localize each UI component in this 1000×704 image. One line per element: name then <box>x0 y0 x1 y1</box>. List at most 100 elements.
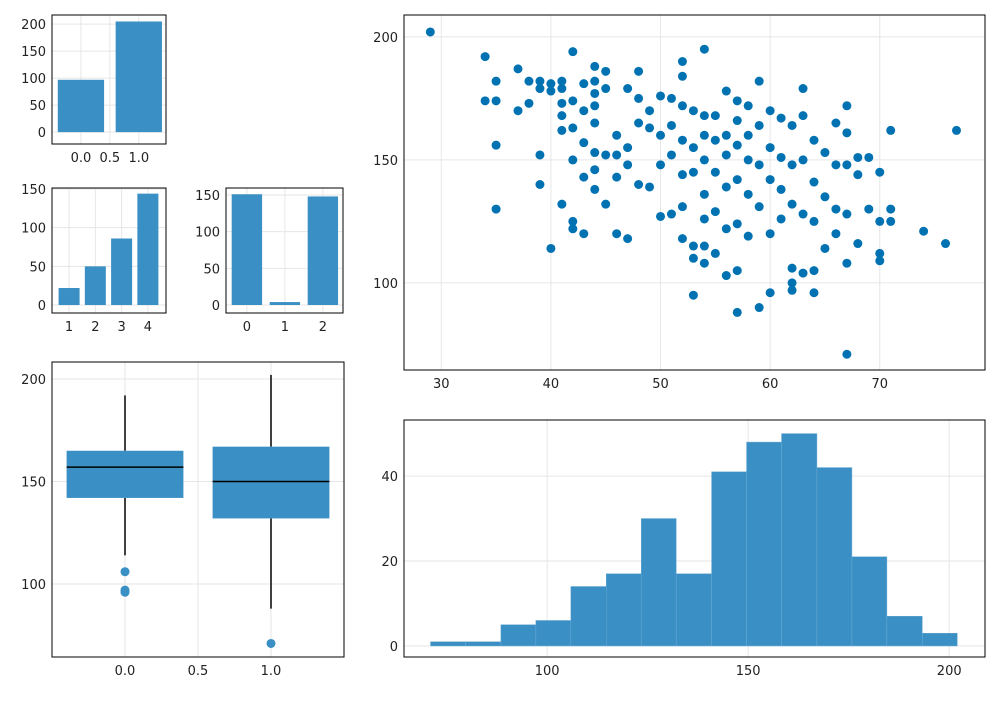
scatter-point <box>743 130 753 140</box>
scatter-point <box>634 66 644 76</box>
scatter-point <box>853 239 863 249</box>
y-tick-label: 20 <box>381 555 398 570</box>
scatter-point <box>787 160 797 170</box>
scatter-point <box>677 71 687 81</box>
scatter-point <box>820 148 830 158</box>
bar <box>137 193 159 306</box>
scatter-point <box>590 76 600 86</box>
scatter-point <box>546 86 556 96</box>
y-tick-label: 100 <box>21 578 46 593</box>
scatter-point <box>557 111 567 121</box>
y-tick-label: 150 <box>21 183 46 198</box>
scatter-point <box>480 96 490 106</box>
scatter-point <box>809 288 819 298</box>
scatter-point <box>754 120 764 130</box>
scatter-point <box>590 101 600 111</box>
scatter-point <box>853 152 863 162</box>
x-tick-label: 0.0 <box>71 151 92 166</box>
axis-frame <box>403 419 986 658</box>
scatter-point <box>688 167 698 177</box>
outlier <box>120 587 130 597</box>
scatter-point <box>809 216 819 226</box>
scatter-point <box>590 148 600 158</box>
scatter-point <box>557 76 567 86</box>
y-tick-label: 150 <box>21 45 46 60</box>
scatter-point <box>645 182 655 192</box>
y-tick-label: 0 <box>212 299 220 314</box>
scatter-point <box>535 180 545 190</box>
scatter-point <box>677 234 687 244</box>
histogram-bar <box>746 441 782 647</box>
scatter-point <box>688 241 698 251</box>
y-tick-label: 100 <box>21 72 46 87</box>
box <box>66 450 184 498</box>
scatter-point <box>677 101 687 111</box>
scatter-point <box>491 96 501 106</box>
scatter-point <box>743 231 753 241</box>
scatter-point <box>732 175 742 185</box>
scatter-point <box>754 76 764 86</box>
scatter-point <box>666 120 676 130</box>
scatter-point <box>699 258 709 268</box>
bar <box>307 196 339 306</box>
scatter-point <box>864 204 874 214</box>
y-tick-label: 0 <box>390 640 398 655</box>
y-tick-label: 150 <box>373 154 398 169</box>
scatter-point <box>612 130 622 140</box>
x-tick-label: 1 <box>281 320 289 335</box>
scatter-point <box>820 243 830 253</box>
scatter-point <box>546 79 556 89</box>
x-tick-label: 30 <box>433 377 450 392</box>
scatter-point <box>579 172 589 182</box>
scatter-point <box>710 207 720 217</box>
scatter-point <box>831 118 841 128</box>
bar <box>111 238 133 306</box>
histogram-bar <box>781 433 818 647</box>
scatter-point <box>776 184 786 194</box>
scatter-point <box>776 113 786 123</box>
scatter-point <box>842 160 852 170</box>
scatter-point <box>710 111 720 121</box>
scatter-point <box>579 229 589 239</box>
histogram-bar <box>711 471 747 647</box>
scatter-point <box>601 199 611 209</box>
scatter-point <box>524 76 534 86</box>
scatter-point <box>842 258 852 268</box>
scatter-point <box>666 93 676 103</box>
scatter-point <box>765 175 775 185</box>
box <box>212 446 330 519</box>
scatter-point <box>568 224 578 234</box>
scatter-point <box>557 84 567 94</box>
scatter-point <box>524 98 534 108</box>
scatter-point <box>721 150 731 160</box>
x-tick-label: 70 <box>871 377 888 392</box>
scatter-point <box>787 285 797 295</box>
y-tick-label: 100 <box>195 226 220 241</box>
scatter-point <box>656 211 666 221</box>
x-tick-label: 3 <box>117 320 125 335</box>
scatter-point <box>732 307 742 317</box>
scatter-point <box>732 116 742 126</box>
scatter-point <box>721 271 731 281</box>
scatter-point <box>699 189 709 199</box>
histogram-bar <box>570 586 607 647</box>
scatter-point <box>820 192 830 202</box>
histogram-bar <box>675 573 712 647</box>
scatter-point <box>787 263 797 273</box>
scatter-point <box>787 120 797 130</box>
scatter-point <box>710 167 720 177</box>
scatter-point <box>886 216 896 226</box>
scatter-point <box>579 106 589 116</box>
scatter-point <box>699 241 709 251</box>
scatter-point <box>864 152 874 162</box>
histogram-bar <box>816 467 853 647</box>
scatter-point <box>765 229 775 239</box>
x-tick-label: 0.5 <box>100 151 121 166</box>
scatter-point <box>875 216 885 226</box>
scatter-point <box>623 143 633 153</box>
scatter-point <box>634 118 644 128</box>
scatter-point <box>842 209 852 219</box>
scatter-point <box>787 199 797 209</box>
axis-frame <box>51 14 167 145</box>
scatter-point <box>875 167 885 177</box>
